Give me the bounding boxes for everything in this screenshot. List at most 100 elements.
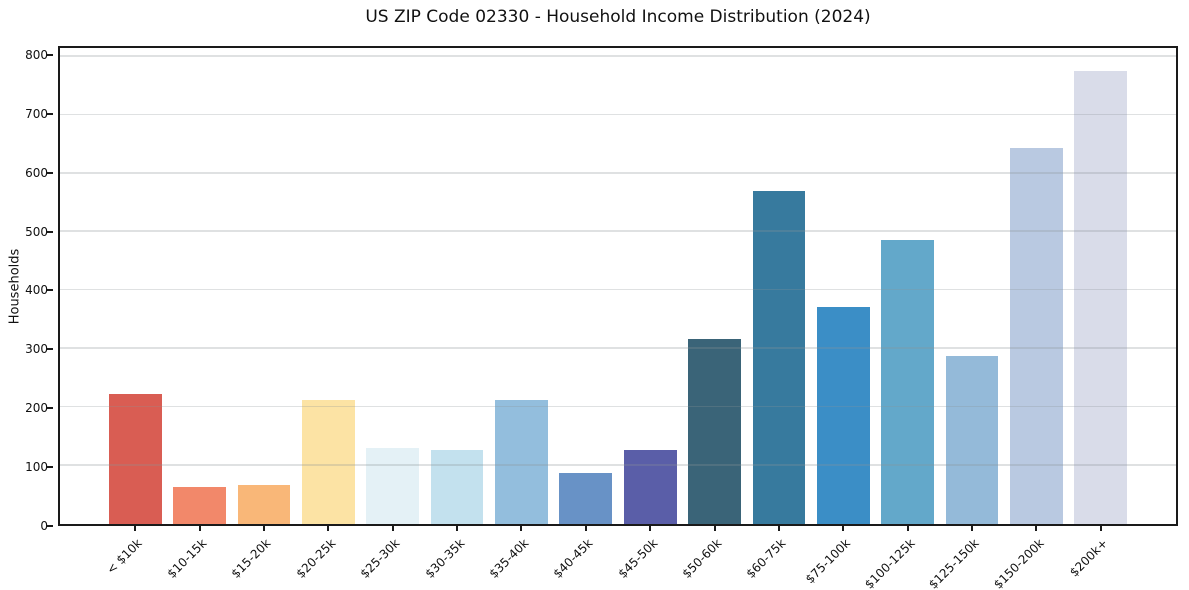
x-tick-label: $50-60k [679, 536, 725, 581]
x-axis: < $10k $10-15k $15-20k $20-25k $25-30k $30-35… [58, 526, 1178, 590]
x-tick-slot: $60-75k [743, 526, 811, 590]
bar-slot [940, 48, 1004, 524]
x-tick-slot: $25-30k [357, 526, 425, 590]
bar-10 [752, 191, 806, 524]
bar-slot [1004, 48, 1068, 524]
x-tick-slot: $30-35k [422, 526, 489, 590]
x-tick-label: $30-35k [422, 536, 467, 581]
bar-14 [1010, 148, 1063, 524]
x-tick-label: $15-20k [228, 536, 274, 581]
y-tick-label: 200 [25, 401, 48, 416]
bar-slot [811, 48, 875, 524]
bar-slot [489, 48, 553, 524]
x-tick-mark [1035, 526, 1038, 531]
y-tick-label: 700 [25, 106, 48, 121]
x-tick-label: $45-50k [615, 536, 661, 581]
y-tick-label: 100 [25, 460, 48, 475]
y-tick-label: 400 [25, 283, 48, 298]
y-tick-mark [47, 348, 53, 351]
y-tick-mark [47, 53, 53, 56]
y-tick-mark [47, 466, 53, 469]
chart-title: US ZIP Code 02330 - Household Income Dis… [365, 7, 871, 27]
x-tick-label: $60-75k [743, 536, 789, 581]
x-tick-slot: $75-100k [803, 526, 875, 590]
bar-slot [618, 48, 682, 524]
x-tick-mark [456, 526, 459, 531]
x-tick-mark [1099, 526, 1102, 531]
bar-slot [296, 48, 360, 524]
bar-slot [167, 48, 231, 524]
y-tick-mark [47, 525, 53, 527]
bar-slot [876, 48, 940, 524]
bars-layer [60, 48, 1176, 524]
bar-slot [232, 48, 296, 524]
x-tick-mark [584, 526, 587, 531]
y-tick-mark [47, 289, 53, 292]
x-tick-label: $25-30k [357, 536, 403, 581]
x-tick-mark [777, 526, 780, 531]
x-tick-mark [842, 526, 845, 531]
plot-area [58, 46, 1178, 526]
y-tick-mark [47, 112, 53, 115]
x-tick-mark [649, 526, 652, 531]
bar-8 [623, 449, 677, 524]
x-tick-slot: $20-25k [293, 526, 360, 590]
x-tick-mark [520, 526, 523, 531]
x-tick-slot: $35-40k [486, 526, 553, 590]
x-tick-mark [906, 526, 909, 531]
x-tick-slot: $100-125k [862, 526, 940, 590]
x-tick-slot: $45-50k [615, 526, 682, 590]
y-tick-mark [47, 230, 53, 233]
bar-slot [554, 48, 618, 524]
y-tick-label: 800 [25, 47, 48, 62]
x-tick-mark [262, 526, 265, 531]
bar-13 [945, 356, 999, 524]
y-axis-label: Households [7, 248, 23, 324]
bar-12 [881, 240, 935, 524]
x-tick-label: $40-45k [550, 536, 596, 581]
x-tick-mark [327, 526, 330, 531]
y-tick-mark [47, 171, 53, 174]
x-tick-mark [713, 526, 716, 531]
y-tick-label: 500 [25, 224, 48, 239]
bar-0 [108, 394, 162, 524]
x-tick-label: $20-25k [293, 536, 339, 581]
bar-slot [747, 48, 811, 524]
bar-slot [361, 48, 425, 524]
bar-9 [688, 339, 741, 524]
x-tick-label: $10-15k [164, 536, 210, 581]
x-tick-label: $75-100k [802, 536, 854, 587]
x-tick-label: $200k+ [1067, 536, 1111, 580]
bar-slot [103, 48, 167, 524]
bar-slot [425, 48, 489, 524]
bar-7 [559, 472, 613, 524]
bar-slot [682, 48, 746, 524]
x-tick-mark [391, 526, 394, 531]
x-tick-slot: $10-15k [164, 526, 231, 590]
bar-6 [495, 399, 548, 524]
bar-1 [173, 487, 226, 524]
y-tick-label: 300 [25, 342, 48, 357]
x-tick-mark [198, 526, 201, 531]
bar-3 [301, 399, 355, 524]
bar-4 [366, 447, 420, 524]
bar-slot [1069, 48, 1133, 524]
bar-5 [430, 450, 484, 524]
x-tick-label: < $10k [104, 536, 146, 577]
y-tick-label: 0 [40, 519, 48, 533]
bar-15 [1074, 70, 1128, 524]
y-tick-mark [47, 407, 53, 410]
y-tick-label: 600 [25, 165, 48, 180]
x-tick-slot: $50-60k [679, 526, 746, 590]
x-tick-mark [971, 526, 974, 531]
bar-2 [237, 484, 291, 524]
x-tick-slot: $150-200k [991, 526, 1068, 590]
x-tick-label: $35-40k [486, 536, 532, 581]
x-tick-slot: < $10k [103, 526, 167, 590]
x-tick-slot: $15-20k [228, 526, 296, 590]
x-tick-slot: $40-45k [550, 526, 618, 590]
bar-11 [816, 306, 870, 524]
x-tick-mark [134, 526, 137, 531]
x-tick-slot: $200k+ [1067, 526, 1133, 590]
